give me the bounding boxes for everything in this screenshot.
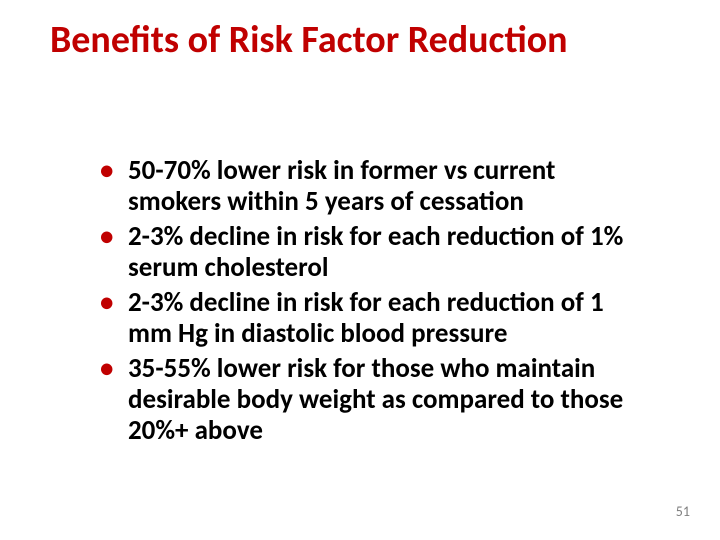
list-item: 2-3% decline in risk for each reduction … <box>100 221 650 283</box>
page-number: 51 <box>676 503 690 520</box>
list-item: 50-70% lower risk in former vs current s… <box>100 155 650 217</box>
list-item: 35-55% lower risk for those who maintain… <box>100 353 650 446</box>
list-item: 2-3% decline in risk for each reduction … <box>100 287 650 349</box>
bullet-list: 50-70% lower risk in former vs current s… <box>100 155 650 450</box>
slide-title: Benefits of Risk Factor Reduction <box>50 20 680 62</box>
slide: Benefits of Risk Factor Reduction 50-70%… <box>0 0 720 540</box>
